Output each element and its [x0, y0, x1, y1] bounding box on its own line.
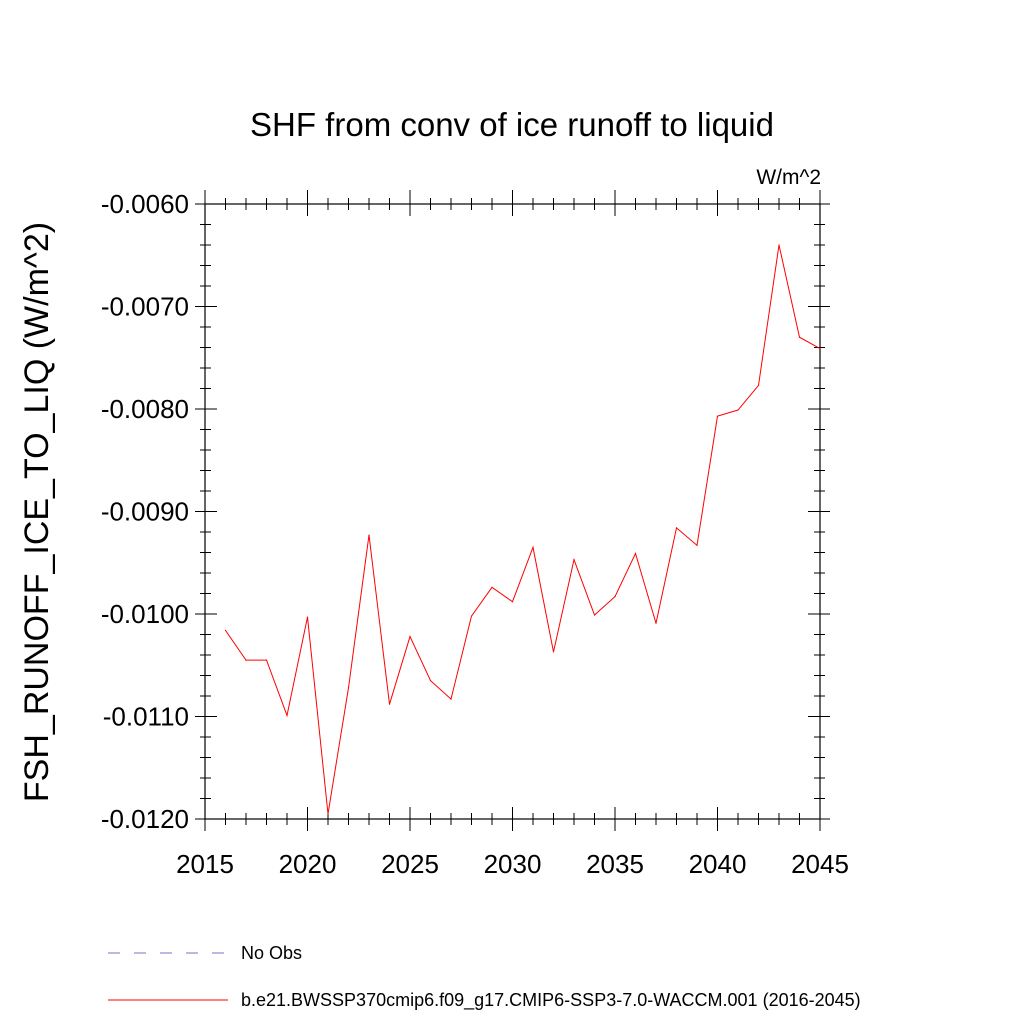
x-tick-label: 2025 — [381, 849, 439, 879]
data-point — [573, 559, 575, 561]
plot-frame — [204, 203, 821, 820]
x-tick-label: 2035 — [586, 849, 644, 879]
data-point — [614, 595, 616, 598]
y-tick-label: -0.0100 — [101, 599, 189, 629]
data-point — [819, 347, 821, 350]
data-point — [224, 629, 227, 632]
data-point — [429, 680, 432, 682]
data-point — [306, 616, 309, 618]
data-point — [245, 659, 247, 661]
data-point — [450, 698, 452, 700]
data-point — [532, 546, 534, 548]
data-point — [778, 244, 780, 246]
x-tick-label: 2045 — [791, 849, 849, 879]
y-axis-label: FSH_RUNOFF_ICE_TO_LIQ (W/m^2) — [18, 222, 56, 802]
y-axis: -0.0120 -0.0110 -0.0100 -0.0090 -0.0080 -0.00… — [101, 189, 830, 834]
x-tick-label: 2030 — [484, 849, 542, 879]
data-point — [593, 614, 596, 616]
y-tick-label: -0.0120 — [101, 804, 189, 834]
x-tick-label: 2020 — [279, 849, 337, 879]
data-point — [388, 703, 391, 705]
data-point — [798, 336, 801, 338]
y-tick-label: -0.0090 — [101, 497, 189, 527]
legend: No Obs b.e21.BWSSP370cmip6.f09_g17.CMIP6… — [108, 943, 861, 1011]
data-point — [286, 714, 288, 717]
legend-label-no-obs: No Obs — [241, 943, 302, 963]
series-line — [225, 244, 821, 814]
data-point — [634, 552, 637, 555]
data-point — [696, 544, 698, 546]
data-point — [737, 409, 739, 411]
chart-title: SHF from conv of ice runoff to liquid — [250, 106, 774, 143]
data-point — [552, 651, 555, 653]
data-point — [491, 586, 493, 588]
y-tick-label: -0.0070 — [101, 292, 189, 322]
data-point — [409, 635, 411, 638]
data-point — [511, 601, 514, 603]
data-point — [675, 527, 678, 529]
x-axis: 2015 2020 2025 2030 2035 2040 2045 — [176, 190, 849, 879]
data-point — [368, 534, 370, 536]
data-point — [347, 687, 350, 689]
data-point — [470, 615, 473, 617]
y-tick-label: -0.0080 — [101, 394, 189, 424]
data-point — [757, 384, 760, 387]
x-tick-label: 2040 — [689, 849, 747, 879]
x-tick-label: 2015 — [176, 849, 234, 879]
y-tick-label: -0.0110 — [103, 702, 189, 732]
data-point — [265, 659, 268, 661]
data-point — [716, 415, 719, 417]
series-layer — [224, 244, 821, 815]
y-tick-label: -0.0060 — [101, 189, 189, 219]
units-label: W/m^2 — [756, 166, 821, 189]
data-point — [327, 813, 329, 815]
data-point — [655, 622, 657, 624]
legend-label-model-run: b.e21.BWSSP370cmip6.f09_g17.CMIP6-SSP3-7… — [241, 990, 861, 1011]
